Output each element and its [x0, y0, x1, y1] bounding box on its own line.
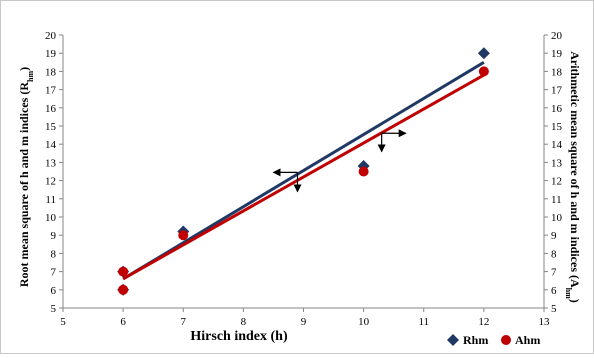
legend: Rhm Ahm: [447, 333, 540, 347]
y-left-tick-label: 5: [51, 303, 57, 315]
legend-marker-ahm: [501, 335, 511, 345]
y-left-tick-label: 10: [45, 212, 57, 224]
data-points: [117, 47, 490, 296]
data-point-ahm: [118, 284, 129, 295]
legend-marker-rhm: [447, 334, 459, 346]
x-tick-label: 5: [60, 316, 66, 328]
y-axis-left-title: Root mean square of h and m indices (Rhm…: [17, 67, 35, 287]
y-left-tick-label: 17: [45, 85, 57, 97]
y-right-tick-label: 6: [551, 285, 557, 297]
x-tick-label: 11: [418, 316, 429, 328]
y-right-tick-label: 14: [551, 139, 563, 151]
y-left-tick-label: 16: [45, 103, 57, 115]
x-tick-label: 7: [181, 316, 187, 328]
x-tick-label: 8: [241, 316, 247, 328]
y-left-tick-label: 7: [51, 267, 57, 279]
y-left-tick-label: 19: [45, 48, 57, 60]
y-right-tick-label: 9: [551, 230, 557, 242]
y-left-tick-label: 20: [45, 30, 57, 42]
y-left-tick-label: 11: [45, 194, 56, 206]
trendlines: [122, 61, 485, 281]
x-tick-label: 9: [301, 316, 307, 328]
y-left-tick-label: 14: [45, 139, 57, 151]
legend-label-ahm: Ahm: [515, 333, 540, 347]
y-left-tick-label: 18: [45, 66, 57, 78]
trendline-ahm: [122, 73, 485, 281]
data-point-ahm: [478, 66, 489, 77]
y-right-tick-label: 19: [551, 48, 563, 60]
data-point-ahm: [118, 266, 129, 277]
data-point-ahm: [358, 166, 369, 177]
y-right-tick-label: 10: [551, 212, 563, 224]
y-right-tick-label: 8: [551, 248, 557, 260]
x-tick-label: 6: [120, 316, 126, 328]
y-right-tick-label: 15: [551, 121, 563, 133]
x-axis-title: Hirsch index (h): [190, 329, 288, 344]
y-axis-right-title: Arithmetic mean square of h and m indice…: [565, 51, 583, 303]
y-right-tick-label: 13: [551, 157, 563, 169]
x-tick-label: 10: [358, 316, 370, 328]
y-right-tick-label: 11: [551, 194, 562, 206]
y-right-tick-label: 12: [551, 176, 562, 188]
y-left-tick-label: 6: [51, 285, 57, 297]
data-point-rhm: [477, 47, 490, 60]
trendline-rhm: [122, 61, 485, 281]
x-tick-label: 13: [539, 316, 551, 328]
y-right-tick-label: 18: [551, 66, 563, 78]
x-tick-label: 12: [478, 316, 489, 328]
y-right-tick-label: 5: [551, 303, 557, 315]
y-left-tick-label: 8: [51, 248, 57, 260]
y-left-tick-label: 13: [45, 157, 57, 169]
y-left-tick-label: 9: [51, 230, 57, 242]
y-right-tick-label: 17: [551, 85, 563, 97]
y-left-tick-label: 12: [45, 176, 56, 188]
annotations: [272, 129, 407, 193]
y-right-tick-label: 16: [551, 103, 563, 115]
y-right-tick-label: 7: [551, 267, 557, 279]
data-point-ahm: [178, 230, 189, 241]
y-left-tick-label: 15: [45, 121, 57, 133]
y-right-tick-label: 20: [551, 30, 563, 42]
legend-label-rhm: Rhm: [463, 333, 488, 347]
